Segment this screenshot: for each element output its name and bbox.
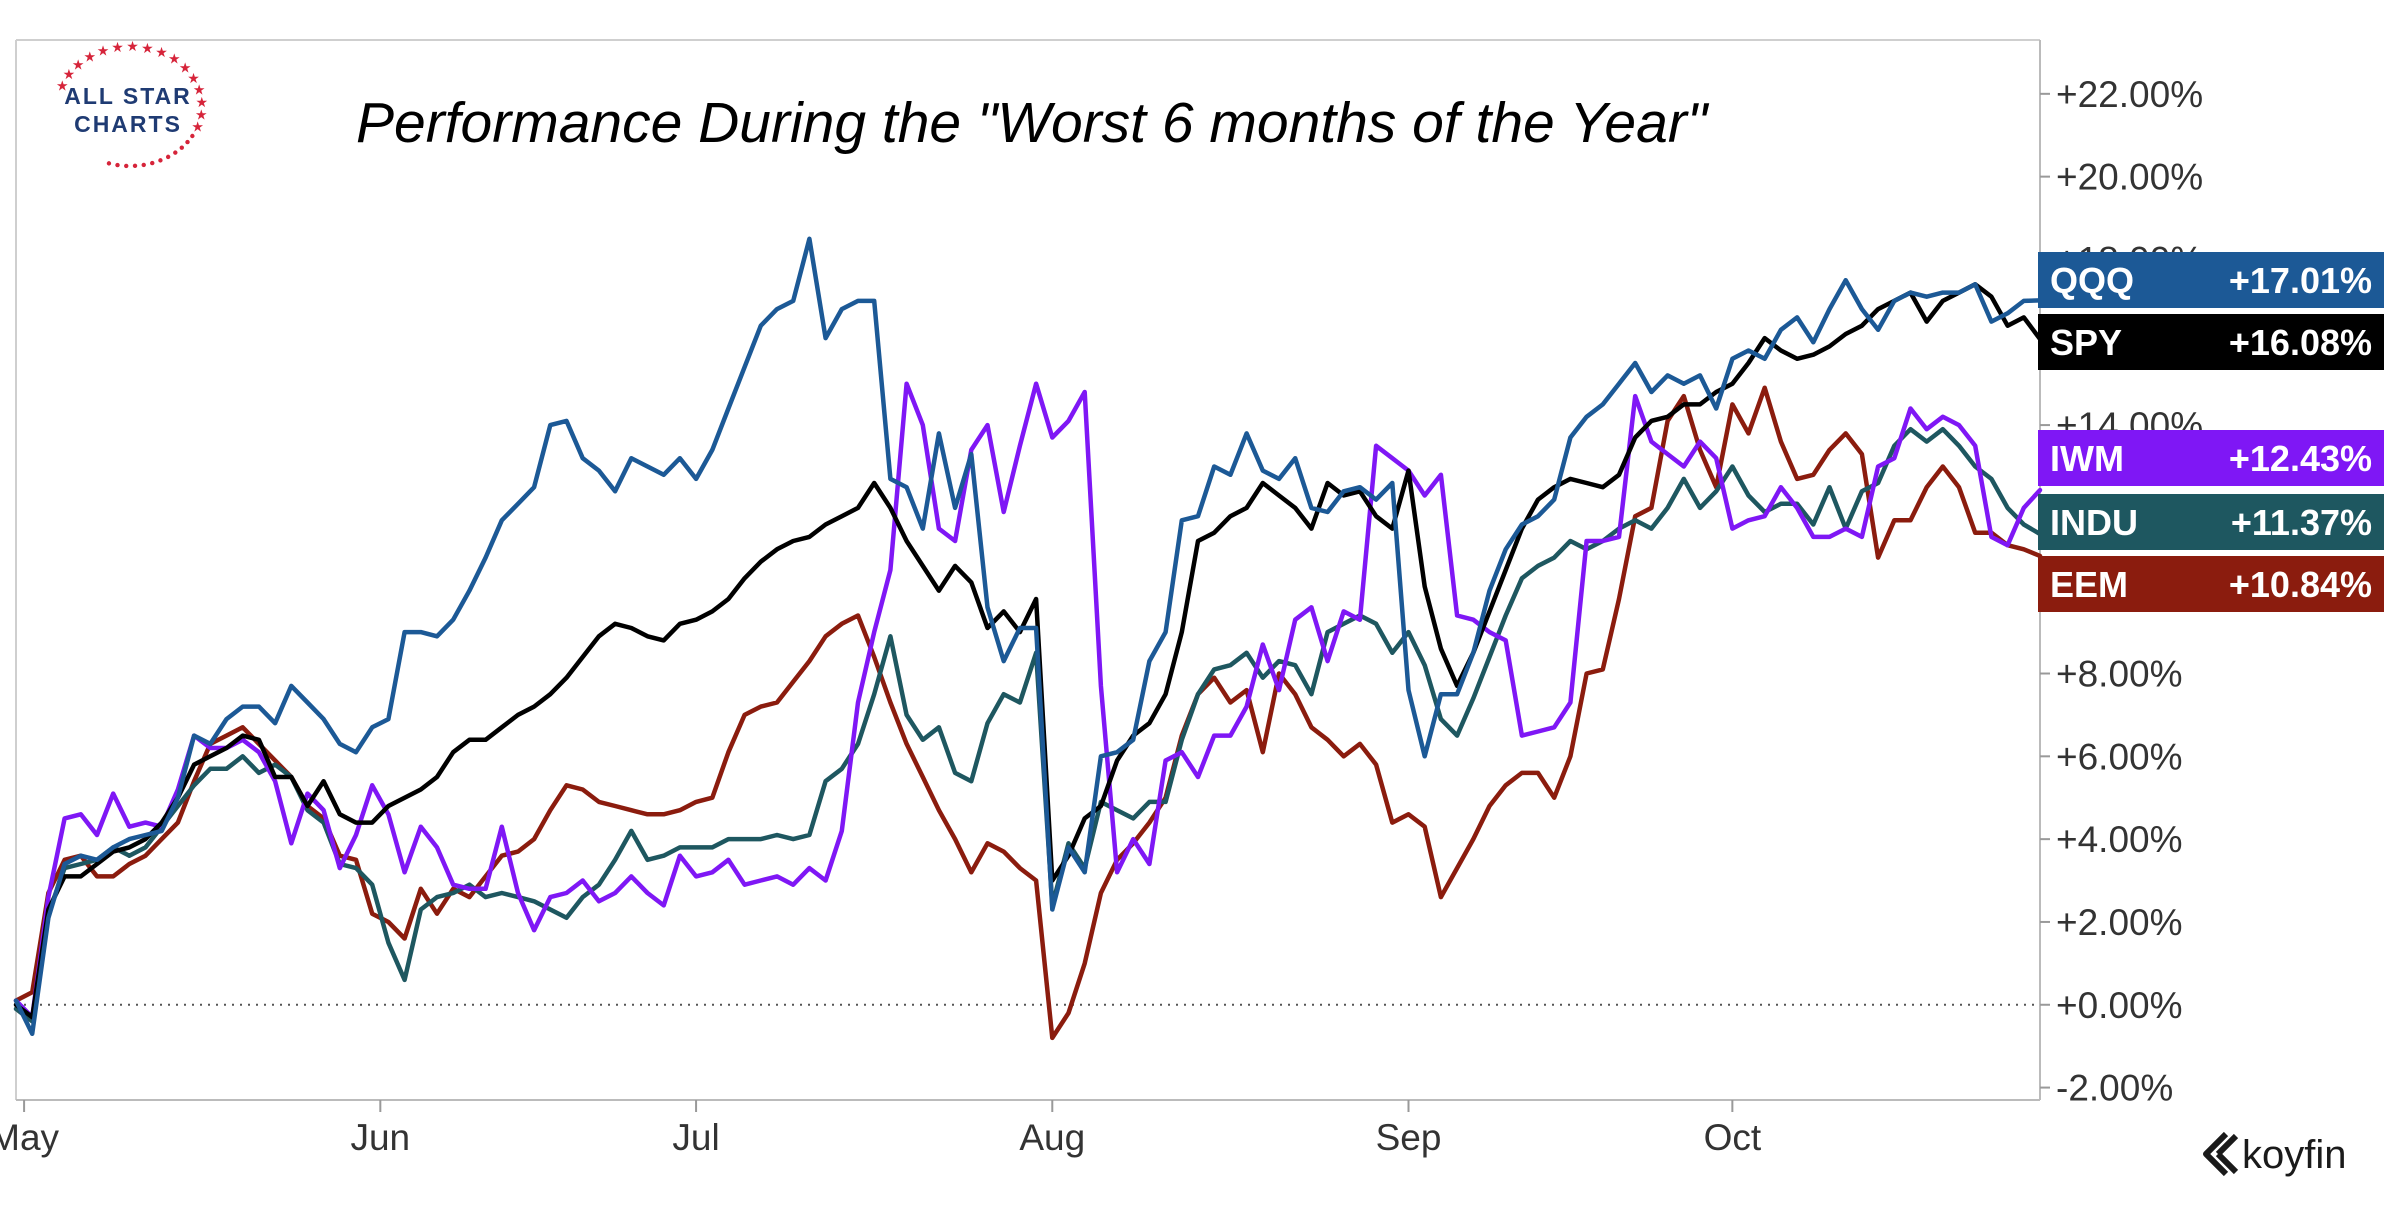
logo-line-2: CHARTS [74,111,182,137]
logo-dot [150,160,155,166]
koyfin-watermark: koyfin [2203,1131,2347,1177]
logo-star: ★ [168,51,181,67]
series-line-qqq [13,236,2043,1037]
value-tag-bg [2038,314,2384,370]
logo-star: ★ [191,119,204,135]
value-tag-value: +16.08% [2229,322,2372,363]
y-tick-label: -2.00% [2056,1068,2173,1109]
y-tick-label: +22.00% [2056,74,2203,115]
logo-star: ★ [56,77,69,93]
logo-dot [124,163,129,169]
series-value-tags: QQQ +17.01% SPY +16.08% IWM +12.43% INDU +11.37… [2038,252,2384,612]
y-tick-label: +0.00% [2056,985,2183,1026]
y-tick-label: +2.00% [2056,902,2183,943]
value-tag-name: EEM [2050,564,2128,605]
value-tag-bg [2038,494,2384,550]
logo-dot [106,161,112,166]
x-tick-label-jun: Jun [350,1117,410,1158]
value-tag-bg [2038,430,2384,486]
y-tick-label: +4.00% [2056,819,2183,860]
logo-dot [115,162,120,168]
logo-dot [173,150,178,155]
x-tick-label-aug: Aug [1019,1117,1085,1158]
x-tick-label-may: May [0,1117,60,1158]
logo-star: ★ [63,66,76,82]
value-tag-value: +12.43% [2229,438,2372,479]
logo-star: ★ [179,59,192,75]
value-tag-eem: EEM +10.84% [2038,556,2384,612]
series-line-indu [13,426,2043,1024]
all-star-charts-logo: ★★★★ ★ ★ ★ ★ ★ ★★★★★★★ ALL STAR CHARTS [56,38,209,169]
series-line-iwm [13,381,2043,1020]
value-tag-qqq: QQQ +17.01% [2038,252,2384,308]
logo-dot [190,133,195,139]
logo-dot [185,139,190,145]
koyfin-wordmark: koyfin [2242,1133,2347,1177]
value-tag-name: SPY [2050,322,2122,363]
logo-star: ★ [193,81,206,97]
koyfin-chevron-icon [2203,1131,2239,1177]
y-tick-label: +6.00% [2056,736,2183,777]
logo-star: ★ [111,39,124,55]
y-tick-label: +20.00% [2056,157,2203,198]
value-tag-bg [2038,252,2384,308]
x-tick-label-sep: Sep [1376,1117,1442,1158]
value-tag-value: +17.01% [2229,260,2372,301]
logo-star: ★ [187,70,200,86]
value-tag-bg [2038,556,2384,612]
logo-dot [179,145,184,150]
y-tick-label: +8.00% [2056,654,2183,695]
logo-dot [132,163,138,169]
logo-star: ★ [196,94,209,110]
value-tag-value: +11.37% [2231,502,2372,543]
value-tag-value: +10.84% [2229,564,2372,605]
value-tag-iwm: IWM +12.43% [2038,430,2384,486]
logo-star: ★ [97,42,110,58]
logo-star: ★ [83,48,96,64]
series-line-eem [13,385,2043,1041]
logo-dot [158,158,163,163]
value-tag-name: QQQ [2050,260,2134,301]
logo-star: ★ [126,38,139,54]
value-tag-name: IWM [2050,438,2124,479]
star-arc-icon: ★★★★ ★ ★ ★ ★ ★ ★★★★★★★ [56,38,209,169]
x-axis-ticks: May Jun Jul Aug Sep Oct [0,1100,1762,1158]
chart-title: Performance During the "Worst 6 months o… [356,91,1710,155]
logo-line-1: ALL STAR [64,83,192,109]
series-line-spy [13,282,2043,1020]
logo-star: ★ [155,44,168,60]
logo-star: ★ [195,106,208,122]
logo-dot [165,154,171,160]
x-tick-label-jul: Jul [672,1117,719,1158]
series-lines [13,236,2043,1041]
value-tag-spy: SPY +16.08% [2038,314,2384,370]
x-tick-label-oct: Oct [1704,1117,1762,1158]
logo-star: ★ [141,40,154,56]
logo-dot [141,162,146,168]
logo-star: ★ [72,56,85,72]
value-tag-indu: INDU +11.37% [2038,494,2384,550]
value-tag-name: INDU [2050,502,2138,543]
